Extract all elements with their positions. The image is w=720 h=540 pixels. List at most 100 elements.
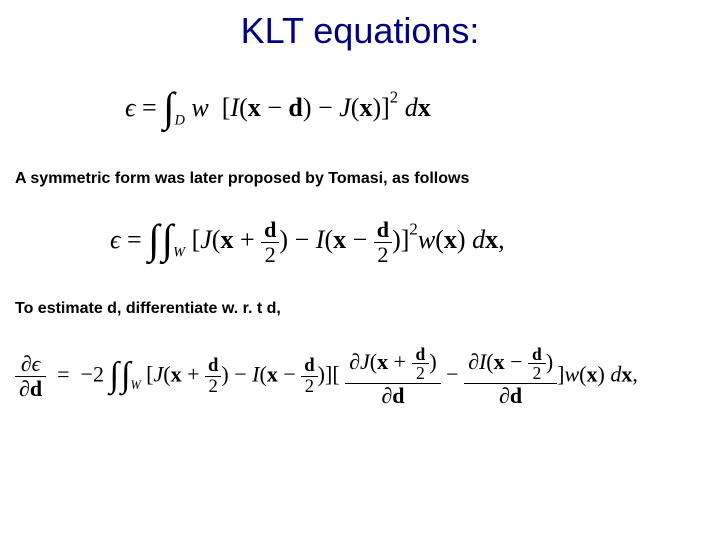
eq1-sq: 2 [390, 87, 398, 106]
eq1-x1: x [248, 93, 261, 122]
eq1-equals: = [142, 93, 157, 122]
eq3-dJ-num: ∂J(x + d2) [345, 345, 441, 383]
eq1-x2: x [359, 93, 372, 122]
eq1-d: d [288, 93, 302, 122]
eq2-rp2: ) [392, 225, 401, 254]
eq3-f4n: d [528, 345, 546, 363]
eq3-p3: ∂ [349, 349, 360, 374]
eq3-x2: x [267, 362, 278, 387]
eq3-partial2: ∂ [19, 376, 30, 401]
eq1-epsilon: ϵ [125, 93, 135, 122]
eq3-lb2: [ [332, 362, 339, 387]
eq3-x1: x [171, 362, 182, 387]
eq3-lp4: ( [486, 349, 493, 374]
eq3-lhs-den: ∂d [15, 376, 46, 401]
eq3-dI-num: ∂I(x − d2) [464, 345, 557, 383]
eq3-plus1: + [187, 362, 199, 387]
equation-3: ∂ϵ ∂d = −2 ∫ ∫W [J(x + d2) − I(x − d2)][… [15, 345, 638, 408]
eq3-lhs-d: d [30, 376, 42, 401]
eq3-dJ: ∂J(x + d2) ∂d [345, 345, 441, 408]
eq2-sq: 2 [409, 219, 417, 238]
eq2-frac2-num: d [374, 218, 392, 241]
eq3-equals: = [57, 362, 69, 387]
eq3-p5: ∂ [468, 349, 479, 374]
eq3-f3n: d [412, 345, 430, 363]
eq2-w: w [418, 225, 435, 254]
eq3-frac1: d2 [205, 356, 221, 396]
eq2-domain: W [173, 245, 185, 261]
eq3-f3d: 2 [412, 363, 430, 382]
eq3-p6: ∂ [499, 383, 510, 408]
eq3-frac4: d2 [528, 345, 546, 383]
eq2-frac2: d2 [374, 218, 392, 265]
eq2-equals: = [127, 225, 142, 254]
eq3-f2n: d [301, 356, 317, 376]
eq2-lp2: ( [324, 225, 333, 254]
eq1-rp1: ) [303, 93, 312, 122]
eq3-comma: , [632, 362, 638, 387]
eq3-domain: W [131, 378, 141, 392]
eq2-x3: x [444, 225, 457, 254]
eq1-rbracket: ] [381, 93, 390, 122]
eq3-domain-i: W [131, 378, 141, 392]
txt2-d2: d, [267, 300, 281, 317]
eq2-frac1-den: 2 [261, 242, 279, 266]
eq3-dI-den: ∂d [464, 383, 557, 408]
eq3-f1d: 2 [205, 376, 221, 397]
eq3-w: w [564, 362, 579, 387]
eq3-J1: J [154, 362, 164, 387]
eq3-d3: d [510, 383, 522, 408]
eq3-d2: d [392, 383, 404, 408]
eq3-partial1: ∂ [21, 351, 32, 376]
equation-2: ϵ = ∫ ∫W [J(x + d2) − I(x − d2)]2w(x) dx… [110, 210, 505, 266]
eq3-dx-x: x [621, 362, 632, 387]
eq2-rp3: ) [457, 225, 466, 254]
eq3-frac2: d2 [301, 356, 317, 396]
eq2-minus1: − [295, 225, 310, 254]
txt2-d1: d [107, 300, 117, 317]
eq3-dI: ∂I(x − d2) ∂d [464, 345, 557, 408]
eq3-rp1: ) [221, 362, 228, 387]
txt2-b: , differentiate w. r. t [117, 300, 267, 317]
eq2-rp1: ) [279, 225, 288, 254]
slide-title: KLT equations: [0, 10, 720, 52]
eq3-p4: ∂ [381, 383, 392, 408]
eq3-minus-c: − [446, 362, 458, 387]
eq3-f4d: 2 [528, 363, 546, 382]
eq2-plus: + [240, 225, 255, 254]
eq3-rp2: ) [318, 362, 325, 387]
eq1-I: I [230, 93, 239, 122]
eq1-integral: ∫ [163, 84, 174, 130]
eq2-dx-d: d [472, 225, 485, 254]
eq3-minus-d: − [510, 349, 522, 374]
eq3-minus-b: − [283, 362, 295, 387]
eq3-lp3: ( [370, 349, 377, 374]
eq3-lp2: ( [260, 362, 267, 387]
eq2-frac2-den: 2 [374, 242, 392, 266]
eq3-int1: ∫ [109, 355, 119, 394]
eq3-lb1: [ [146, 362, 153, 387]
eq1-rp2: ) [372, 93, 381, 122]
eq2-int2: ∫ [162, 216, 173, 262]
eq3-rp4: ) [546, 349, 553, 374]
eq3-dJ-den: ∂d [345, 383, 441, 408]
eq3-minus-a: − [234, 362, 246, 387]
eq2-lbracket: [ [192, 225, 201, 254]
text-line-2: To estimate d, differentiate w. r. t d, [15, 300, 281, 318]
eq1-dx-x: x [418, 93, 431, 122]
eq3-frac3: d2 [412, 345, 430, 383]
eq1-domain: D [175, 113, 185, 129]
eq2-x1: x [220, 225, 233, 254]
eq3-eps: ϵ [32, 351, 41, 376]
eq3-dx-d: d [610, 362, 621, 387]
eq3-J2: J [360, 349, 370, 374]
eq1-minus2: − [318, 93, 333, 122]
eq1-J: J [339, 93, 351, 122]
eq2-comma: , [498, 225, 505, 254]
eq2-minus2: − [353, 225, 368, 254]
eq3-x5: x [587, 362, 598, 387]
eq3-lhs-frac: ∂ϵ ∂d [15, 352, 46, 401]
eq2-frac1-num: d [261, 218, 279, 241]
text-line-1: A symmetric form was later proposed by T… [15, 170, 469, 188]
eq2-domain-i: W [173, 245, 185, 261]
